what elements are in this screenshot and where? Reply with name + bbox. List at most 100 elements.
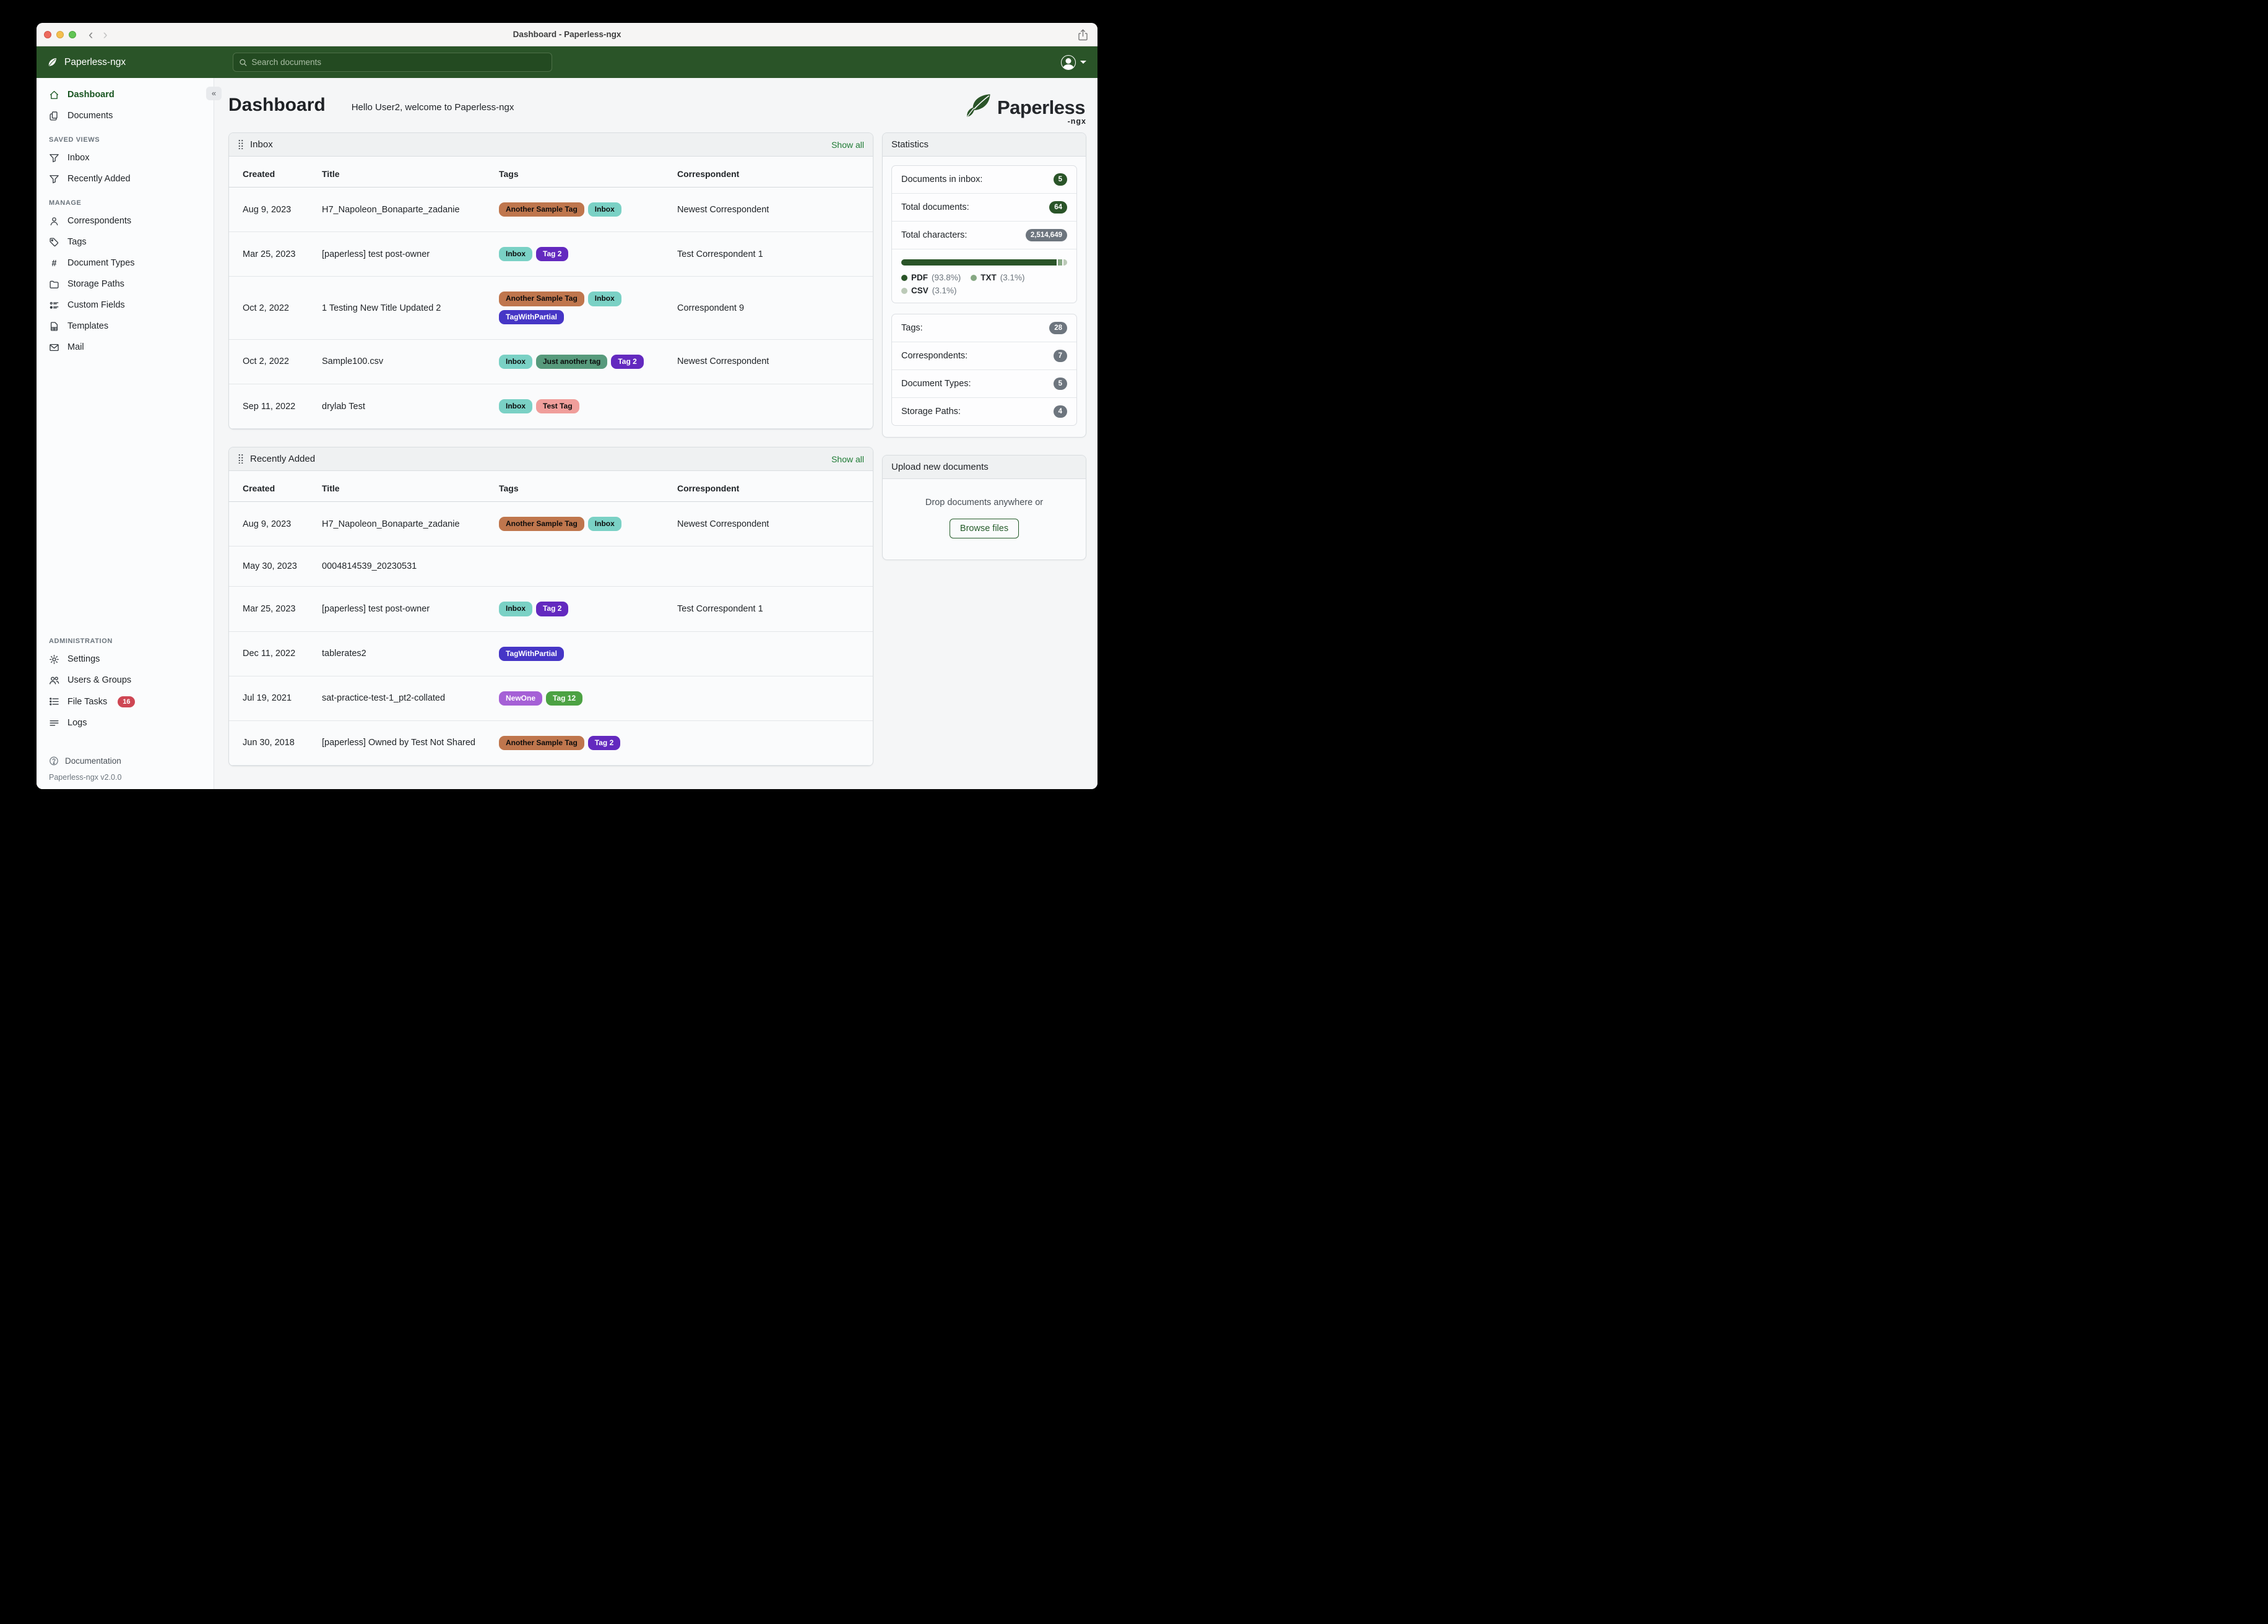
- sidebar-item-dashboard[interactable]: Dashboard: [37, 84, 214, 105]
- sidebar-item-users-groups[interactable]: Users & Groups: [37, 670, 214, 691]
- zoom-window-button[interactable]: [69, 30, 76, 38]
- sidebar-item-document-types[interactable]: # Document Types: [37, 253, 214, 274]
- inbox-show-all-link[interactable]: Show all: [831, 139, 864, 150]
- sidebar-collapse-button[interactable]: «: [206, 87, 222, 100]
- sidebar-item-recently-added[interactable]: Recently Added: [37, 168, 214, 189]
- tag-chip[interactable]: Inbox: [499, 247, 532, 262]
- table-row[interactable]: Mar 25, 2023 [paperless] test post-owner I…: [229, 586, 873, 632]
- column-header: Tags: [499, 157, 677, 188]
- upload-dropzone[interactable]: Drop documents anywhere or Browse files: [883, 479, 1086, 559]
- tag-chip[interactable]: Just another tag: [536, 354, 608, 369]
- tag-chip[interactable]: Inbox: [587, 292, 621, 306]
- tag-chip[interactable]: Tag 2: [611, 354, 644, 369]
- funnel-icon: [49, 153, 59, 163]
- cell-correspondent: Newest Correspondent: [677, 339, 873, 384]
- stat-label: Documents in inbox:: [901, 175, 983, 184]
- tag-chip[interactable]: Tag 2: [536, 602, 569, 616]
- tag-chip[interactable]: Tag 12: [546, 691, 583, 706]
- tag-chip[interactable]: Tag 2: [536, 247, 569, 262]
- table-row[interactable]: Sep 11, 2022 drylab Test Inbox Test Tag: [229, 384, 873, 430]
- cell-correspondent: [677, 676, 873, 721]
- cell-title: [paperless] test post-owner: [322, 231, 499, 277]
- sidebar-item-tags[interactable]: Tags: [37, 231, 214, 253]
- sidebar-item-label: Users & Groups: [67, 675, 132, 685]
- tag-chip[interactable]: Another Sample Tag: [499, 735, 584, 751]
- legend-percentage: (3.1%): [932, 286, 957, 295]
- sidebar: Dashboard Documents SAVED VIEWS Inbox Recent…: [37, 78, 214, 789]
- tag-chip[interactable]: Another Sample Tag: [499, 292, 584, 306]
- user-menu[interactable]: [1061, 54, 1086, 70]
- table-row[interactable]: Dec 11, 2022 tablerates2 TagWithPartial: [229, 631, 873, 676]
- sidebar-item-storage-paths[interactable]: Storage Paths: [37, 274, 214, 295]
- close-window-button[interactable]: [44, 30, 51, 38]
- tag-chip[interactable]: TagWithPartial: [499, 646, 565, 661]
- tag-chip[interactable]: Inbox: [499, 399, 532, 414]
- search-input[interactable]: [251, 58, 546, 67]
- sidebar-item-inbox[interactable]: Inbox: [37, 147, 214, 168]
- sidebar-item-correspondents[interactable]: Correspondents: [37, 210, 214, 231]
- recently-added-header: Recently Added Show all: [229, 447, 873, 472]
- table-row[interactable]: Aug 9, 2023 H7_Napoleon_Bonaparte_zadanie…: [229, 187, 873, 233]
- cell-created: Aug 9, 2023: [229, 187, 322, 233]
- drag-handle-icon[interactable]: [238, 140, 244, 149]
- browser-window: ‹ › Dashboard - Paperless-ngx Paperless-…: [37, 23, 1097, 789]
- fields-icon: [49, 300, 59, 311]
- documentation-label: Documentation: [65, 756, 121, 766]
- brand[interactable]: Paperless-ngx: [37, 56, 214, 68]
- cell-correspondent: [677, 384, 873, 430]
- tag-chip[interactable]: Test Tag: [536, 399, 579, 414]
- cell-correspondent: [677, 631, 873, 676]
- browse-files-button[interactable]: Browse files: [949, 519, 1019, 538]
- stats-primary-group: Documents in inbox: 5 Total documents: 64 To…: [891, 165, 1077, 303]
- tag-chip[interactable]: Another Sample Tag: [499, 517, 584, 532]
- table-header-row: Created Title Tags Correspondent: [229, 471, 873, 503]
- tag-chip[interactable]: Inbox: [499, 602, 532, 616]
- sidebar-item-documentation[interactable]: Documentation: [37, 749, 214, 768]
- sidebar-item-mail[interactable]: Mail: [37, 337, 214, 358]
- hash-icon: #: [49, 258, 59, 269]
- table-row[interactable]: Aug 9, 2023 H7_Napoleon_Bonaparte_zadanie…: [229, 501, 873, 547]
- tag-chip[interactable]: NewOne: [499, 691, 543, 706]
- file-icon: [49, 321, 59, 332]
- legend-dot-icon: [901, 274, 907, 281]
- table-row[interactable]: May 30, 2023 0004814539_20230531: [229, 546, 873, 587]
- cell-created: Jul 19, 2021: [229, 676, 322, 721]
- statistics-header: Statistics: [883, 133, 1086, 157]
- table-row[interactable]: Jul 19, 2021 sat-practice-test-1_pt2-coll…: [229, 676, 873, 721]
- sidebar-item-settings[interactable]: Settings: [37, 649, 214, 670]
- cell-title: Sample100.csv: [322, 339, 499, 384]
- share-icon[interactable]: [1077, 28, 1089, 45]
- cell-title: H7_Napoleon_Bonaparte_zadanie: [322, 501, 499, 547]
- cell-created: Sep 11, 2022: [229, 384, 322, 430]
- table-row[interactable]: Oct 2, 2022 1 Testing New Title Updated 2…: [229, 276, 873, 340]
- stat-row: Tags: 28: [892, 314, 1076, 342]
- tag-chip[interactable]: TagWithPartial: [499, 309, 565, 324]
- table-row[interactable]: Oct 2, 2022 Sample100.csv Inbox Just anothe…: [229, 339, 873, 384]
- desktop: ‹ › Dashboard - Paperless-ngx Paperless-…: [0, 0, 1134, 812]
- drag-handle-icon[interactable]: [238, 454, 244, 464]
- window-title: Dashboard - Paperless-ngx: [513, 30, 621, 39]
- tag-chip[interactable]: Tag 2: [587, 735, 621, 751]
- table-row[interactable]: Jun 30, 2018 [paperless] Owned by Test No…: [229, 720, 873, 766]
- sidebar-item-documents[interactable]: Documents: [37, 105, 214, 126]
- stats-secondary-group: Tags: 28 Correspondents: 7 Document Types: 5 S…: [891, 314, 1077, 426]
- table-row[interactable]: Mar 25, 2023 [paperless] test post-owner I…: [229, 231, 873, 277]
- tag-chip[interactable]: Inbox: [587, 202, 621, 217]
- tag-chip[interactable]: Another Sample Tag: [499, 202, 584, 217]
- stat-value-badge: 5: [1053, 173, 1067, 186]
- tag-chip[interactable]: Inbox: [499, 354, 532, 369]
- cell-correspondent: Test Correspondent 1: [677, 586, 873, 632]
- sidebar-item-logs[interactable]: Logs: [37, 712, 214, 733]
- sidebar-item-file-tasks[interactable]: File Tasks 16: [37, 691, 214, 712]
- search-box: [233, 53, 552, 72]
- minimize-window-button[interactable]: [56, 30, 64, 38]
- recently-added-show-all-link[interactable]: Show all: [831, 454, 864, 464]
- sidebar-item-custom-fields[interactable]: Custom Fields: [37, 295, 214, 316]
- history-arrows: ‹ ›: [89, 26, 108, 42]
- sidebar-item-templates[interactable]: Templates: [37, 316, 214, 337]
- back-arrow-icon[interactable]: ‹: [89, 26, 93, 42]
- tag-chip[interactable]: Inbox: [587, 517, 621, 532]
- forward-arrow-icon[interactable]: ›: [103, 26, 108, 42]
- statistics-title: Statistics: [891, 139, 929, 150]
- bar-segment-pdf: [901, 259, 1057, 266]
